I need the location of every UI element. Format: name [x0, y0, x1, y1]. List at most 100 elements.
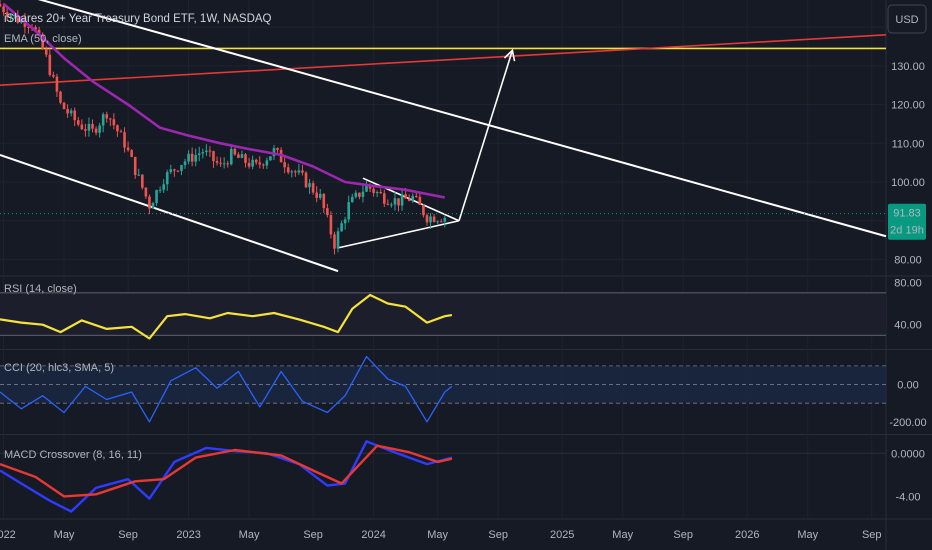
candle-body	[404, 194, 407, 199]
candle-body	[429, 216, 432, 223]
price-axis: 140.00130.00120.00110.00100.0090.0080.00…	[889, 22, 926, 503]
macd-tick-label: -4.00	[895, 491, 920, 503]
candle-body	[194, 154, 198, 162]
candle-body	[329, 215, 333, 235]
candle-body	[158, 189, 162, 191]
candle-body	[62, 102, 66, 110]
candle-body	[84, 129, 87, 131]
candle-body	[91, 123, 94, 129]
candle-body	[336, 231, 340, 249]
candle-body	[308, 183, 311, 188]
chart-title: iShares 20+ Year Treasury Bond ETF, 1W, …	[4, 13, 272, 25]
candle-body	[347, 202, 351, 220]
rsi-legend: RSI (14, close)	[4, 283, 77, 295]
candle-body	[66, 109, 69, 114]
candle-body	[304, 172, 308, 188]
candle-body	[318, 193, 322, 198]
candle-body	[311, 183, 315, 193]
candle-body	[397, 198, 400, 206]
candle-body	[272, 148, 276, 157]
candle-body	[411, 195, 415, 201]
candle-body	[59, 91, 62, 103]
time-axis: 2022 May Sep 2023 May Sep 2024 May Sep 2025 May Sep…	[0, 529, 882, 541]
rsi-tick-label: 40.00	[894, 320, 922, 332]
time-tick-label: May	[239, 529, 260, 541]
candle-body	[422, 204, 425, 216]
candle-body	[333, 234, 336, 249]
currency-button[interactable]: USD	[887, 4, 927, 34]
candle-body	[190, 153, 194, 162]
bar-countdown: 2d 19h	[890, 225, 924, 237]
candle-body	[326, 208, 329, 216]
candle-body	[212, 151, 215, 162]
time-tick-label: 2025	[550, 529, 574, 541]
time-tick-label: 2024	[361, 529, 385, 541]
candle-body	[251, 159, 254, 167]
cci-legend: CCI (20, hlc3, SMA, 5)	[4, 362, 114, 374]
time-tick-label: May	[612, 529, 633, 541]
ema-legend: EMA (50, close)	[4, 33, 82, 45]
candle-body	[52, 74, 55, 77]
candle-body	[173, 169, 176, 171]
time-tick-label: Sep	[303, 529, 323, 541]
candle-body	[393, 198, 397, 205]
triangle-top	[362, 177, 460, 222]
candle-body	[365, 184, 368, 192]
candles	[0, 0, 447, 255]
candle-body	[315, 192, 318, 198]
ema-layer	[2, 2, 446, 199]
candle-body	[34, 27, 37, 30]
candle-body	[382, 193, 386, 204]
candle-body	[233, 148, 237, 155]
candle-body	[55, 76, 59, 92]
candle-body	[286, 167, 290, 173]
time-tick-label: Sep	[862, 529, 882, 541]
currency-label: USD	[895, 14, 918, 26]
candle-body	[361, 191, 365, 197]
candle-body	[432, 216, 436, 222]
candle-body	[37, 29, 41, 35]
cci-tick-label: -200.00	[889, 417, 926, 429]
candle-body	[215, 161, 219, 163]
candle-body	[87, 123, 91, 131]
macd-macd-line	[0, 440, 453, 513]
rsi-tick-label: 80.00	[894, 277, 922, 289]
candle-body	[386, 203, 390, 205]
candle-body	[165, 172, 169, 185]
candle-body	[162, 184, 165, 190]
price-tick-label: 130.00	[891, 61, 925, 73]
candle-body	[294, 171, 297, 173]
rsi-band	[0, 292, 886, 336]
candle-body	[254, 159, 258, 163]
candle-body	[439, 221, 443, 223]
candle-body	[98, 125, 101, 133]
candle-body	[126, 147, 130, 151]
candle-body	[105, 114, 109, 119]
candle-body	[301, 170, 304, 173]
candle-body	[130, 150, 133, 157]
candle-body	[425, 215, 429, 223]
candle-body	[265, 160, 269, 166]
candle-body	[237, 154, 240, 158]
candle-body	[205, 150, 208, 153]
candle-body	[20, 19, 23, 23]
candle-body	[240, 154, 244, 158]
candle-body	[229, 148, 233, 165]
candle-body	[12, 14, 16, 16]
candle-body	[73, 110, 77, 121]
candle-body	[226, 163, 230, 165]
candle-body	[283, 162, 286, 168]
candle-body	[322, 193, 326, 209]
candle-body	[372, 188, 375, 193]
candle-body	[343, 219, 347, 224]
candle-body	[44, 48, 48, 55]
rsi-line	[0, 293, 453, 340]
candle-body	[276, 148, 279, 150]
candle-body	[219, 162, 222, 164]
time-tick-label: Sep	[488, 529, 508, 541]
candle-body	[222, 163, 226, 165]
candle-body	[201, 152, 205, 154]
candle-body	[415, 195, 418, 197]
